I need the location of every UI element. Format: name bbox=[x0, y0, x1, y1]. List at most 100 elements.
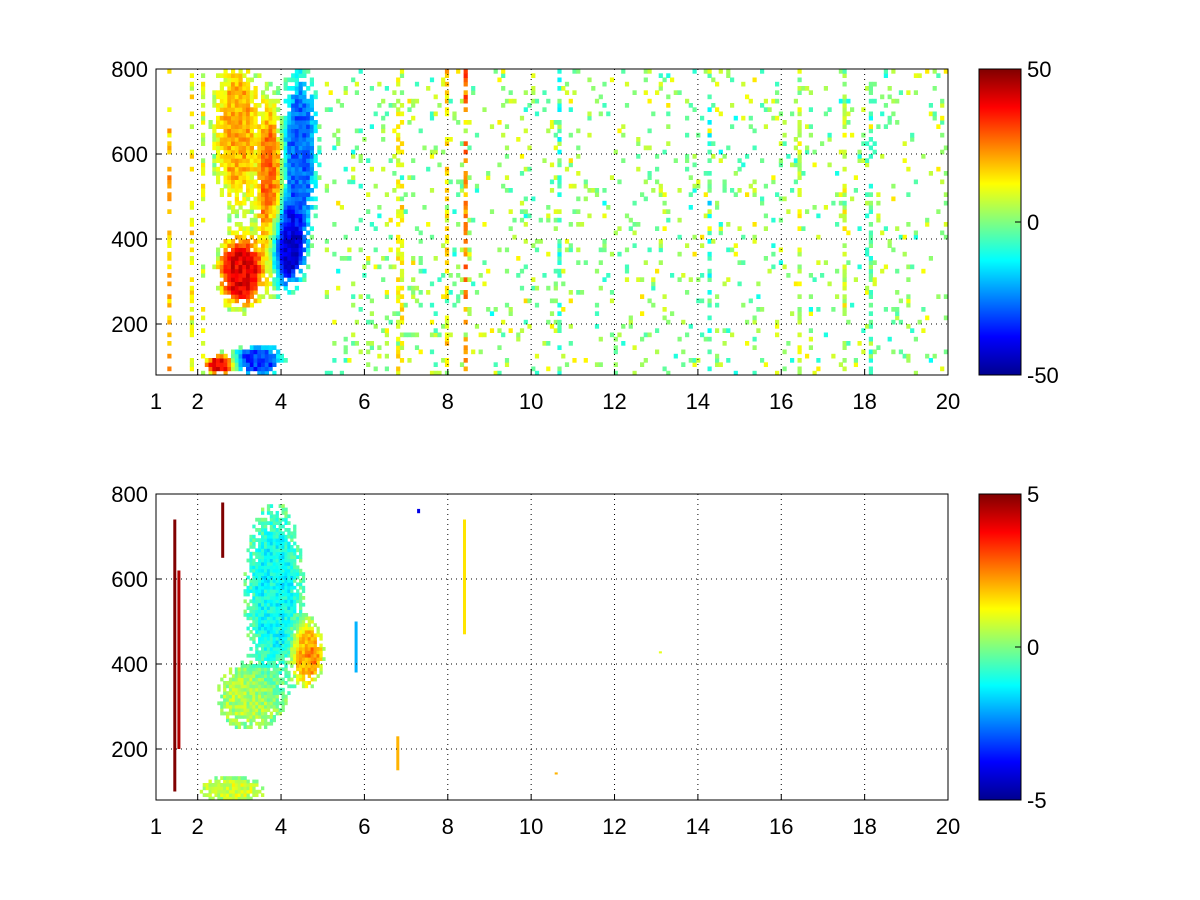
heatmap-cell bbox=[287, 555, 291, 559]
heatmap-cell bbox=[512, 217, 517, 223]
heatmap-cell bbox=[268, 273, 273, 278]
heatmap-cell bbox=[266, 596, 271, 600]
heatmap-cell bbox=[399, 251, 405, 257]
heatmap-cell bbox=[212, 366, 217, 372]
heatmap-cell bbox=[304, 681, 309, 685]
heatmap-cell bbox=[201, 341, 206, 346]
heatmap-cell bbox=[223, 353, 228, 359]
heatmap-cell bbox=[268, 124, 273, 129]
heatmap-cell bbox=[399, 196, 405, 202]
heatmap-cell bbox=[407, 358, 412, 363]
heatmap-cell bbox=[299, 674, 303, 678]
heatmap-cell bbox=[557, 217, 562, 223]
heatmap-cell bbox=[240, 664, 244, 668]
x-tick-label: 8 bbox=[442, 389, 454, 414]
heatmap-cell bbox=[301, 579, 306, 583]
heatmap-cell bbox=[366, 192, 371, 197]
heatmap-cell bbox=[568, 243, 573, 248]
heatmap-cell bbox=[228, 796, 233, 800]
heatmap-cell bbox=[444, 179, 450, 185]
heatmap-cell bbox=[299, 613, 303, 617]
heatmap-cell bbox=[399, 332, 405, 338]
heatmap-cell bbox=[609, 251, 615, 257]
heatmap-cell bbox=[246, 239, 251, 244]
heatmap-cell bbox=[842, 124, 847, 129]
heatmap-cell bbox=[167, 209, 172, 214]
heatmap-cell bbox=[258, 572, 262, 576]
heatmap-cell bbox=[272, 192, 277, 197]
heatmap-cell bbox=[310, 616, 314, 621]
heatmap-cell bbox=[842, 273, 847, 278]
heatmap-cell bbox=[272, 103, 277, 108]
heatmap-cell bbox=[591, 86, 596, 91]
heatmap-cell bbox=[388, 158, 393, 163]
heatmap-cell bbox=[219, 353, 224, 359]
heatmap-cell bbox=[212, 264, 217, 270]
heatmap-cell bbox=[358, 154, 363, 159]
heatmap-cell bbox=[411, 256, 416, 261]
heatmap-cell bbox=[602, 103, 607, 108]
heatmap-cell bbox=[275, 521, 279, 525]
heatmap-cell bbox=[561, 86, 566, 91]
heatmap-cell bbox=[255, 643, 259, 648]
heatmap-cell bbox=[291, 226, 296, 231]
heatmap-cell bbox=[291, 73, 296, 78]
heatmap-cell bbox=[316, 657, 320, 661]
heatmap-cell bbox=[264, 243, 269, 248]
heatmap-cell bbox=[523, 209, 528, 214]
heatmap-cell bbox=[249, 290, 254, 295]
heatmap-cell bbox=[594, 188, 600, 193]
heatmap-cell bbox=[399, 149, 405, 155]
heatmap-cell bbox=[272, 623, 276, 627]
heatmap-cell bbox=[269, 691, 274, 695]
heatmap-cell bbox=[797, 370, 802, 375]
heatmap-cell bbox=[261, 694, 265, 699]
heatmap-cell bbox=[861, 132, 866, 138]
heatmap-cell bbox=[246, 653, 250, 658]
heatmap-cell bbox=[868, 222, 873, 227]
heatmap-cell bbox=[291, 115, 296, 121]
heatmap-cell bbox=[246, 711, 250, 716]
heatmap-cell bbox=[467, 145, 472, 151]
heatmap-cell bbox=[279, 264, 284, 270]
heatmap-cell bbox=[444, 315, 450, 321]
heatmap-cell bbox=[778, 260, 783, 265]
heatmap-cell bbox=[493, 370, 498, 375]
heatmap-cell bbox=[467, 251, 472, 257]
heatmap-cell bbox=[287, 124, 292, 129]
heatmap-cell bbox=[301, 613, 306, 617]
heatmap-cell bbox=[775, 324, 780, 329]
heatmap-cell bbox=[872, 281, 877, 287]
heatmap-cell bbox=[332, 179, 337, 185]
heatmap-cell bbox=[369, 166, 374, 172]
heatmap-cell bbox=[189, 285, 194, 291]
heatmap-cell bbox=[264, 626, 268, 631]
heatmap-cell bbox=[313, 128, 318, 134]
heatmap-cell bbox=[291, 230, 296, 236]
heatmap-cell bbox=[463, 307, 468, 312]
heatmap-cell bbox=[553, 268, 558, 274]
heatmap-cell bbox=[284, 575, 288, 580]
heatmap-cell bbox=[444, 362, 450, 367]
heatmap-cell bbox=[306, 247, 311, 253]
heatmap-cell bbox=[508, 90, 513, 95]
heatmap-cell bbox=[373, 247, 378, 253]
heatmap-cell bbox=[249, 353, 254, 359]
heatmap-cell bbox=[264, 687, 268, 692]
heatmap-cell bbox=[189, 324, 194, 329]
heatmap-cell bbox=[234, 281, 239, 287]
heatmap-cell bbox=[298, 230, 303, 236]
heatmap-cell bbox=[246, 115, 251, 121]
heatmap-cell bbox=[189, 217, 194, 223]
heatmap-cell bbox=[264, 141, 269, 146]
heatmap-cell bbox=[223, 268, 228, 274]
heatmap-cell bbox=[741, 234, 746, 240]
heatmap-cell bbox=[242, 268, 247, 274]
heatmap-cell bbox=[268, 188, 273, 193]
heatmap-cell bbox=[463, 213, 468, 219]
heatmap-cell bbox=[281, 551, 285, 556]
heatmap-cell bbox=[223, 107, 228, 112]
heatmap-cell bbox=[429, 302, 435, 308]
heatmap-cell bbox=[313, 124, 318, 129]
heatmap-cell bbox=[842, 243, 847, 248]
